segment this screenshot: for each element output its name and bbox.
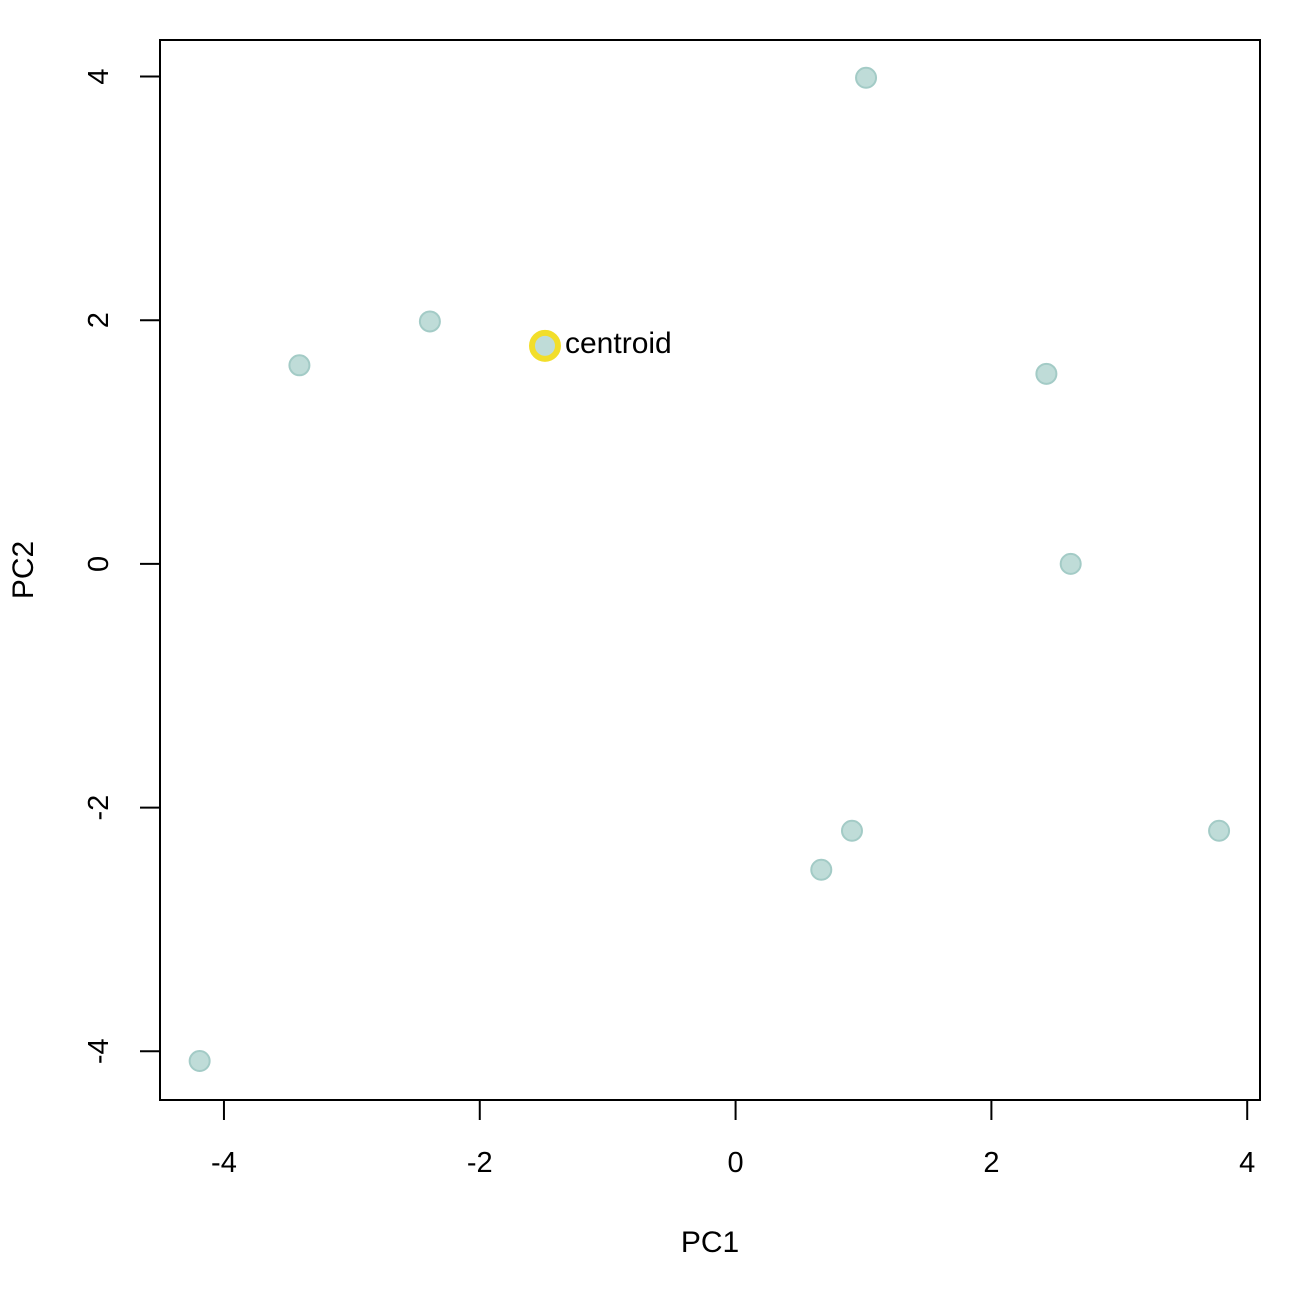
data-point [1059,552,1082,575]
data-point [1208,819,1231,842]
y-axis-title: PC2 [7,541,40,599]
x-tick-label: -4 [211,1147,237,1179]
data-point [288,354,311,377]
y-tick-label: -2 [83,795,115,821]
data-point [1035,362,1058,385]
x-tick-label: -2 [467,1147,493,1179]
centroid-label: centroid [565,327,672,360]
y-tick-label: 2 [83,312,115,328]
y-tick-label: 0 [83,556,115,572]
data-point [810,858,833,881]
data-point [855,66,878,89]
centroid-point [529,329,561,362]
y-tick-label: -4 [83,1038,115,1064]
plot-frame [159,39,1261,1101]
x-tick-label: 4 [1239,1147,1255,1179]
x-tick-label: 0 [728,1147,744,1179]
x-axis-title: PC1 [681,1226,739,1259]
data-points [188,66,1231,1073]
data-point [188,1050,211,1073]
y-axis: -4 -2 0 2 4 [83,68,161,1064]
highlight-group: centroid [529,327,672,362]
x-tick-label: 2 [983,1147,999,1179]
data-point [840,819,863,842]
x-axis: -4 -2 0 2 4 [211,1099,1255,1179]
data-point [418,310,441,333]
y-tick-label: 4 [83,68,115,84]
